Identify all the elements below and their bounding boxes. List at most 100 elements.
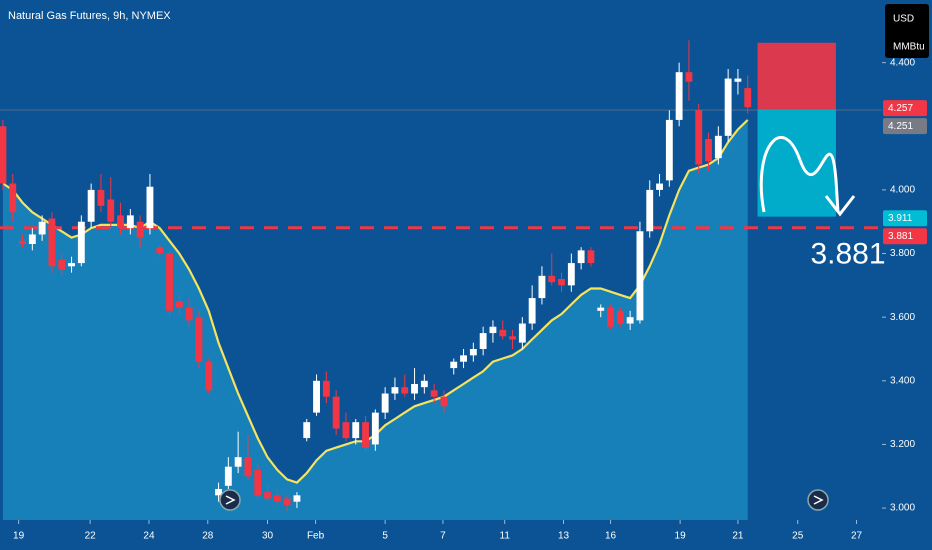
y-tick-label: 3.200 (890, 439, 915, 450)
x-tick-label: 19 (13, 531, 25, 542)
candle-body (126, 215, 134, 229)
x-tick-label: 13 (558, 531, 570, 542)
candle-body (450, 361, 458, 369)
x-tick-label: 16 (605, 531, 617, 542)
candle-body (734, 78, 742, 82)
candle-body (558, 278, 565, 286)
price-label-box (883, 118, 927, 135)
candle-body (0, 126, 7, 184)
candle-body (283, 498, 291, 505)
candle-body (489, 326, 497, 334)
candle-body (509, 336, 516, 340)
candle-body (342, 422, 350, 439)
candle-body (607, 307, 614, 327)
drawing-arrowhead (824, 195, 856, 217)
x-tick-label: 5 (382, 531, 388, 542)
candle-body (254, 469, 262, 496)
candle-body (38, 221, 46, 235)
candle-body (166, 253, 173, 311)
candle-body (518, 323, 526, 343)
x-tick-label: 24 (143, 531, 155, 542)
price-label: 3.911 (888, 213, 913, 224)
chart-title: Natural Gas Futures, 9h, NYMEX (8, 10, 171, 22)
candle-body (244, 457, 252, 477)
candle-body (332, 396, 340, 429)
candle-body (9, 183, 17, 213)
y-tick-label: 3.400 (890, 375, 915, 386)
unit-box[interactable] (885, 4, 929, 58)
x-tick-label: 7 (440, 531, 446, 542)
candle-body (744, 88, 752, 108)
candle-body (48, 218, 56, 267)
drawing-curve (759, 135, 840, 213)
price-label-box (883, 228, 927, 245)
event-icon[interactable] (219, 489, 241, 511)
event-icon[interactable] (807, 489, 829, 511)
y-tick-label: 3.000 (890, 503, 915, 514)
candle-body (352, 422, 360, 439)
candle-body (440, 396, 448, 407)
x-tick-label: Feb (307, 531, 325, 542)
price-label-box (883, 100, 927, 117)
candle-body (665, 119, 673, 181)
y-tick-label: 3.800 (890, 248, 915, 259)
candle-body (538, 275, 546, 299)
y-tick-label: 4.000 (890, 185, 915, 196)
price-annotation: 3.881 (810, 238, 885, 271)
y-tick-label: 3.600 (890, 312, 915, 323)
candle-body (381, 393, 389, 413)
candle-body (597, 307, 605, 311)
price-label: 4.251 (888, 121, 913, 132)
candle-body (313, 380, 320, 413)
x-tick-label: 28 (202, 531, 214, 542)
unit: MMBtu (893, 42, 925, 53)
candle-body (646, 189, 654, 232)
candle-body (675, 72, 683, 120)
ma-area (2, 119, 748, 521)
candle-body (195, 317, 203, 362)
candle-body (303, 422, 311, 439)
candle-body (371, 412, 379, 445)
candle-body (97, 189, 105, 206)
candle-body (420, 380, 428, 388)
candle-body (87, 189, 95, 222)
price-label: 4.257 (888, 103, 913, 114)
price-label-box (883, 210, 927, 227)
candle-body (636, 231, 644, 321)
candle-body (28, 234, 36, 244)
candle-body (411, 383, 418, 394)
candle-body (117, 215, 124, 229)
stop-zone (757, 42, 836, 110)
candle-body (185, 307, 193, 321)
candle-body (391, 387, 399, 394)
candle-body (479, 333, 487, 349)
axes: 3.000 3.200 3.400 3.600 3.800 4.000 4.400 19 22 2… (13, 57, 927, 542)
candle-body (175, 301, 183, 308)
candle-body (724, 78, 732, 136)
candle-body (548, 275, 556, 283)
candle-body (273, 495, 281, 502)
candle-body (362, 422, 369, 448)
candle-body (469, 348, 477, 356)
candle-body (234, 457, 242, 467)
target-zone (757, 109, 836, 217)
candle-body (224, 466, 232, 486)
x-tick-label: 27 (851, 531, 863, 542)
candle-body (656, 183, 663, 190)
candle-body (293, 495, 301, 502)
candle-body (264, 492, 271, 499)
candle-body (430, 390, 438, 397)
x-tick-label: 22 (85, 531, 97, 542)
x-tick-label: 11 (500, 531, 511, 542)
candle-body (460, 355, 467, 362)
candle-body (616, 310, 624, 324)
candle-body (322, 380, 330, 397)
y-tick-label: 4.400 (890, 57, 915, 68)
candle-body (499, 329, 507, 337)
candle-body (567, 263, 575, 286)
x-tick-label: 21 (732, 531, 744, 542)
x-tick-label: 19 (675, 531, 687, 542)
candle-body (685, 72, 693, 82)
candle-body (215, 488, 222, 496)
